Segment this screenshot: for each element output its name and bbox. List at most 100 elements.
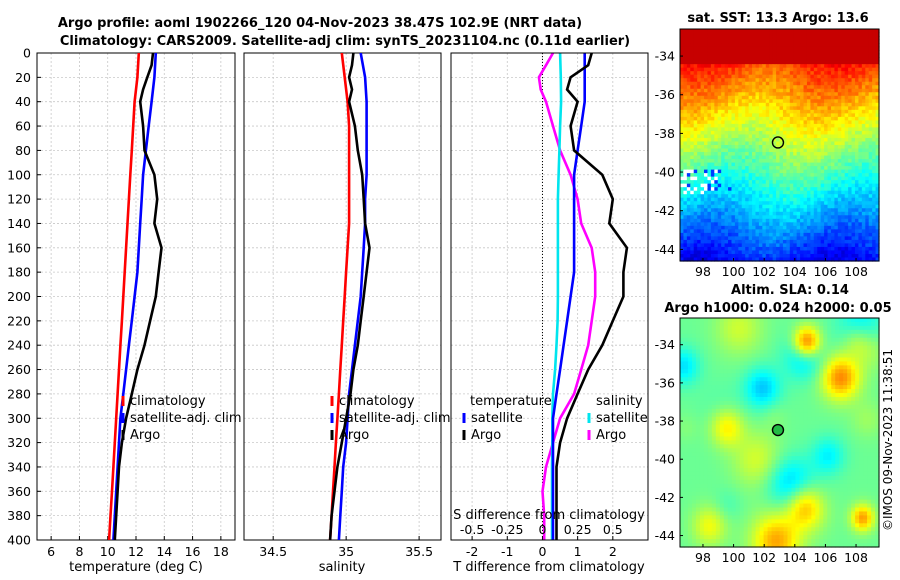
heatmap-cell xyxy=(745,239,750,245)
heatmap-cell xyxy=(827,246,832,252)
heatmap-cell xyxy=(854,166,860,171)
heatmap-cell xyxy=(783,365,789,370)
heatmap-cell xyxy=(728,229,733,234)
heatmap-cell xyxy=(848,39,853,44)
heatmap-cell xyxy=(686,222,691,227)
heatmap-cell xyxy=(762,92,767,97)
heatmap-cell xyxy=(851,32,856,37)
heatmap-cell xyxy=(844,74,849,79)
heatmap-cell xyxy=(782,211,787,216)
heatmap-cell xyxy=(755,116,760,121)
heatmap-cell xyxy=(830,194,835,199)
heatmap-cell xyxy=(819,325,824,331)
heatmap-cell xyxy=(810,36,815,41)
heatmap-cell xyxy=(776,95,781,100)
heatmap-cell xyxy=(786,43,791,48)
heatmap-cell xyxy=(859,349,864,355)
heatmap-cell xyxy=(803,92,808,97)
heatmap-cell xyxy=(721,43,726,48)
heatmap-cell xyxy=(872,194,877,199)
heatmap-cell xyxy=(827,141,832,146)
heatmap-cell xyxy=(680,239,685,245)
heatmap-cell xyxy=(806,85,811,90)
heatmap-cell xyxy=(844,253,849,259)
heatmap-cell xyxy=(789,109,794,114)
heatmap-cell xyxy=(731,109,736,114)
heatmap-cell xyxy=(858,127,863,132)
heatmap-cell xyxy=(834,173,839,178)
heatmap-cell xyxy=(721,102,726,107)
heatmap-cell xyxy=(854,208,860,213)
heatmap-cell xyxy=(786,60,791,65)
heatmap-cell xyxy=(858,187,863,192)
heatmap-cell xyxy=(827,120,832,125)
heatmap-cell xyxy=(758,71,763,76)
heatmap-cell xyxy=(834,243,839,248)
heatmap-cell xyxy=(806,232,811,237)
heatmap-cell xyxy=(717,190,722,195)
heatmap-cell xyxy=(827,74,832,79)
heatmap-cell xyxy=(811,345,816,351)
heatmap-cell xyxy=(721,130,726,136)
heatmap-cell xyxy=(755,43,760,48)
heatmap-cell xyxy=(827,152,832,157)
heatmap-cell xyxy=(875,329,880,335)
heatmap-cell xyxy=(758,180,763,185)
heatmap-cell xyxy=(767,357,773,363)
heatmap-cell xyxy=(861,180,866,185)
heatmap-cell xyxy=(690,187,695,192)
heatmap-cell xyxy=(755,166,760,171)
heatmap-cell xyxy=(707,95,712,100)
heatmap-cell xyxy=(848,232,853,237)
heatmap-cell xyxy=(800,187,805,192)
heatmap-cell xyxy=(851,321,856,327)
legend-item: Argo xyxy=(471,428,501,443)
heatmap-cell xyxy=(848,53,853,58)
heatmap-cell xyxy=(714,257,719,262)
heatmap-cell xyxy=(721,204,726,209)
heatmap-cell xyxy=(734,211,739,216)
heatmap-cell xyxy=(855,333,860,339)
x-tick-label: 35.5 xyxy=(405,544,433,559)
heatmap-cell xyxy=(837,162,842,167)
heatmap-cell xyxy=(697,159,702,164)
heatmap-cell xyxy=(875,155,880,160)
heatmap-cell xyxy=(871,361,876,366)
heatmap-cell xyxy=(789,180,794,185)
heatmap-cell xyxy=(762,29,767,34)
heatmap-cell xyxy=(687,369,693,374)
heatmap-cell xyxy=(772,134,777,139)
x-tick-label: 18 xyxy=(213,544,229,559)
heatmap-cell xyxy=(803,337,808,343)
heatmap-cell xyxy=(728,162,733,167)
heatmap-cell xyxy=(839,361,844,366)
heatmap-cell xyxy=(741,204,746,209)
heatmap-cell xyxy=(830,197,835,202)
heatmap-cell xyxy=(765,137,770,143)
heatmap-cell xyxy=(695,361,701,366)
heatmap-cell xyxy=(741,53,746,58)
heatmap-cell xyxy=(851,109,856,114)
heatmap-cell xyxy=(758,257,763,262)
heatmap-cell xyxy=(827,239,832,245)
heatmap-cell xyxy=(714,43,719,48)
heatmap-cell xyxy=(769,229,774,234)
heatmap-cell xyxy=(868,43,873,48)
heatmap-cell xyxy=(786,155,791,160)
heatmap-cell xyxy=(861,183,866,188)
heatmap-cell xyxy=(841,173,846,178)
heatmap-cell xyxy=(755,357,761,363)
heatmap-cell xyxy=(820,32,825,37)
heatmap-cell xyxy=(710,109,715,114)
heatmap-cell xyxy=(803,187,808,192)
heatmap-cell xyxy=(835,353,840,359)
heatmap-cell xyxy=(810,67,815,72)
heatmap-cell xyxy=(680,361,685,366)
heatmap-cell xyxy=(767,337,773,343)
heatmap-cell xyxy=(819,381,824,386)
heatmap-cell xyxy=(817,95,822,100)
heatmap-cell xyxy=(752,229,757,234)
heatmap-cell xyxy=(779,243,784,248)
heatmap-cell xyxy=(776,201,781,206)
heatmap-cell xyxy=(793,120,798,125)
